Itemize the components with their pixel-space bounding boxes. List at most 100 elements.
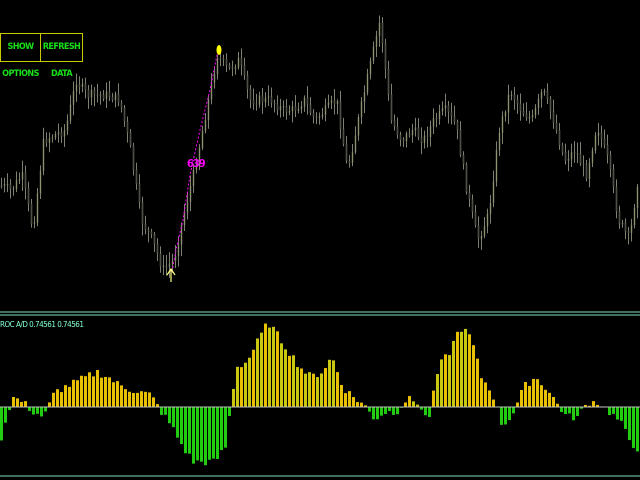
histogram-bar-positive: [52, 392, 55, 407]
histogram-bar-negative: [628, 407, 631, 441]
histogram-bar-positive: [300, 368, 303, 407]
candle-body: [456, 121, 459, 130]
histogram-bar-positive: [432, 390, 435, 407]
candle-body: [162, 265, 165, 268]
histogram-bar-negative: [616, 407, 619, 420]
histogram-bar-positive: [452, 340, 455, 407]
histogram-bar-positive: [596, 404, 599, 407]
candle-body: [165, 265, 168, 268]
candle-body: [507, 94, 510, 113]
candle-body: [444, 105, 447, 109]
candle-body: [630, 224, 633, 234]
histogram-bar-negative: [396, 407, 399, 415]
candle-body: [321, 114, 324, 117]
histogram-bar-positive: [488, 390, 491, 407]
indicator-label: ROC A/D 0.74561 0.74561: [0, 320, 84, 329]
histogram-bar-positive: [592, 401, 595, 407]
histogram-bar-negative: [184, 407, 187, 454]
candle-body: [396, 126, 399, 135]
histogram-bar-positive: [128, 391, 131, 407]
candle-body: [594, 135, 597, 151]
histogram-bar-negative: [196, 407, 199, 461]
histogram-bar-positive: [588, 405, 591, 407]
histogram-bar-positive: [152, 397, 155, 407]
candle-body: [558, 130, 561, 146]
candle-body: [360, 101, 363, 118]
candle-body: [174, 256, 177, 261]
histogram-bar-negative: [208, 407, 211, 460]
histogram-bar-positive: [64, 385, 67, 407]
histogram-bar-negative: [172, 407, 175, 428]
candle-body: [237, 57, 240, 68]
candle-body: [48, 138, 51, 143]
candle-body: [543, 91, 546, 93]
candle-body: [144, 224, 147, 230]
candle-body: [588, 162, 591, 179]
candle-body: [204, 119, 207, 132]
histogram-bar-positive: [48, 402, 51, 407]
candle-body: [108, 91, 111, 98]
candle-body: [123, 107, 126, 122]
histogram-bar-positive: [552, 397, 555, 407]
candle-body: [276, 103, 279, 111]
candle-body: [510, 94, 513, 96]
histogram-bar-positive: [288, 355, 291, 407]
histogram-bar-negative: [512, 407, 515, 414]
candle-body: [21, 171, 24, 180]
candle-body: [621, 222, 624, 225]
candle-body: [261, 95, 264, 103]
histogram-bar-positive: [68, 386, 71, 407]
candle-body: [609, 154, 612, 170]
candle-body: [6, 183, 9, 186]
candle-body: [324, 105, 327, 115]
histogram-bar-positive: [476, 358, 479, 407]
histogram-bar-negative: [200, 407, 203, 462]
histogram-bar-positive: [464, 328, 467, 407]
show-options-button[interactable]: SHOW OPTIONS: [0, 33, 41, 79]
histogram-bar-positive: [468, 334, 471, 407]
histogram-bar-negative: [204, 407, 207, 466]
candle-body: [273, 102, 276, 105]
candle-body: [234, 67, 237, 69]
histogram-bar-positive: [444, 354, 447, 407]
histogram-bar-negative: [160, 407, 163, 415]
histogram-bar-positive: [324, 368, 327, 407]
candle-body: [285, 106, 288, 113]
candle-body: [63, 130, 66, 137]
histogram-bar-negative: [188, 407, 191, 454]
candle-body: [318, 116, 321, 118]
candle-body: [597, 132, 600, 136]
histogram-bar-negative: [8, 407, 11, 411]
histogram-bar-positive: [356, 402, 359, 407]
histogram-bar-positive: [244, 362, 247, 407]
candle-body: [246, 74, 249, 90]
histogram-bar-negative: [380, 407, 383, 416]
candle-body: [513, 94, 516, 100]
histogram-bar-positive: [364, 405, 367, 407]
candle-body: [522, 111, 525, 115]
histogram-bar-positive: [308, 372, 311, 407]
candle-body: [552, 110, 555, 123]
candle-body: [147, 229, 150, 232]
candle-body: [471, 198, 474, 213]
candle-body: [255, 103, 258, 106]
candle-body: [540, 91, 543, 99]
candle-body: [555, 122, 558, 131]
candle-body: [549, 98, 552, 112]
histogram-bar-positive: [528, 385, 531, 407]
candle-body: [12, 188, 15, 190]
histogram-bar-negative: [580, 407, 583, 409]
candle-body: [414, 127, 417, 131]
refresh-data-button[interactable]: REFRESH DATA: [40, 33, 83, 79]
candle-body: [330, 100, 333, 103]
histogram-bar-negative: [624, 407, 627, 429]
candle-body: [357, 117, 360, 136]
histogram-bar-positive: [304, 373, 307, 407]
candle-body: [252, 99, 255, 105]
histogram-bar-negative: [32, 407, 35, 415]
candle-body: [51, 137, 54, 139]
candle-body: [99, 94, 102, 96]
candle-body: [15, 180, 18, 189]
candle-body: [102, 94, 105, 100]
